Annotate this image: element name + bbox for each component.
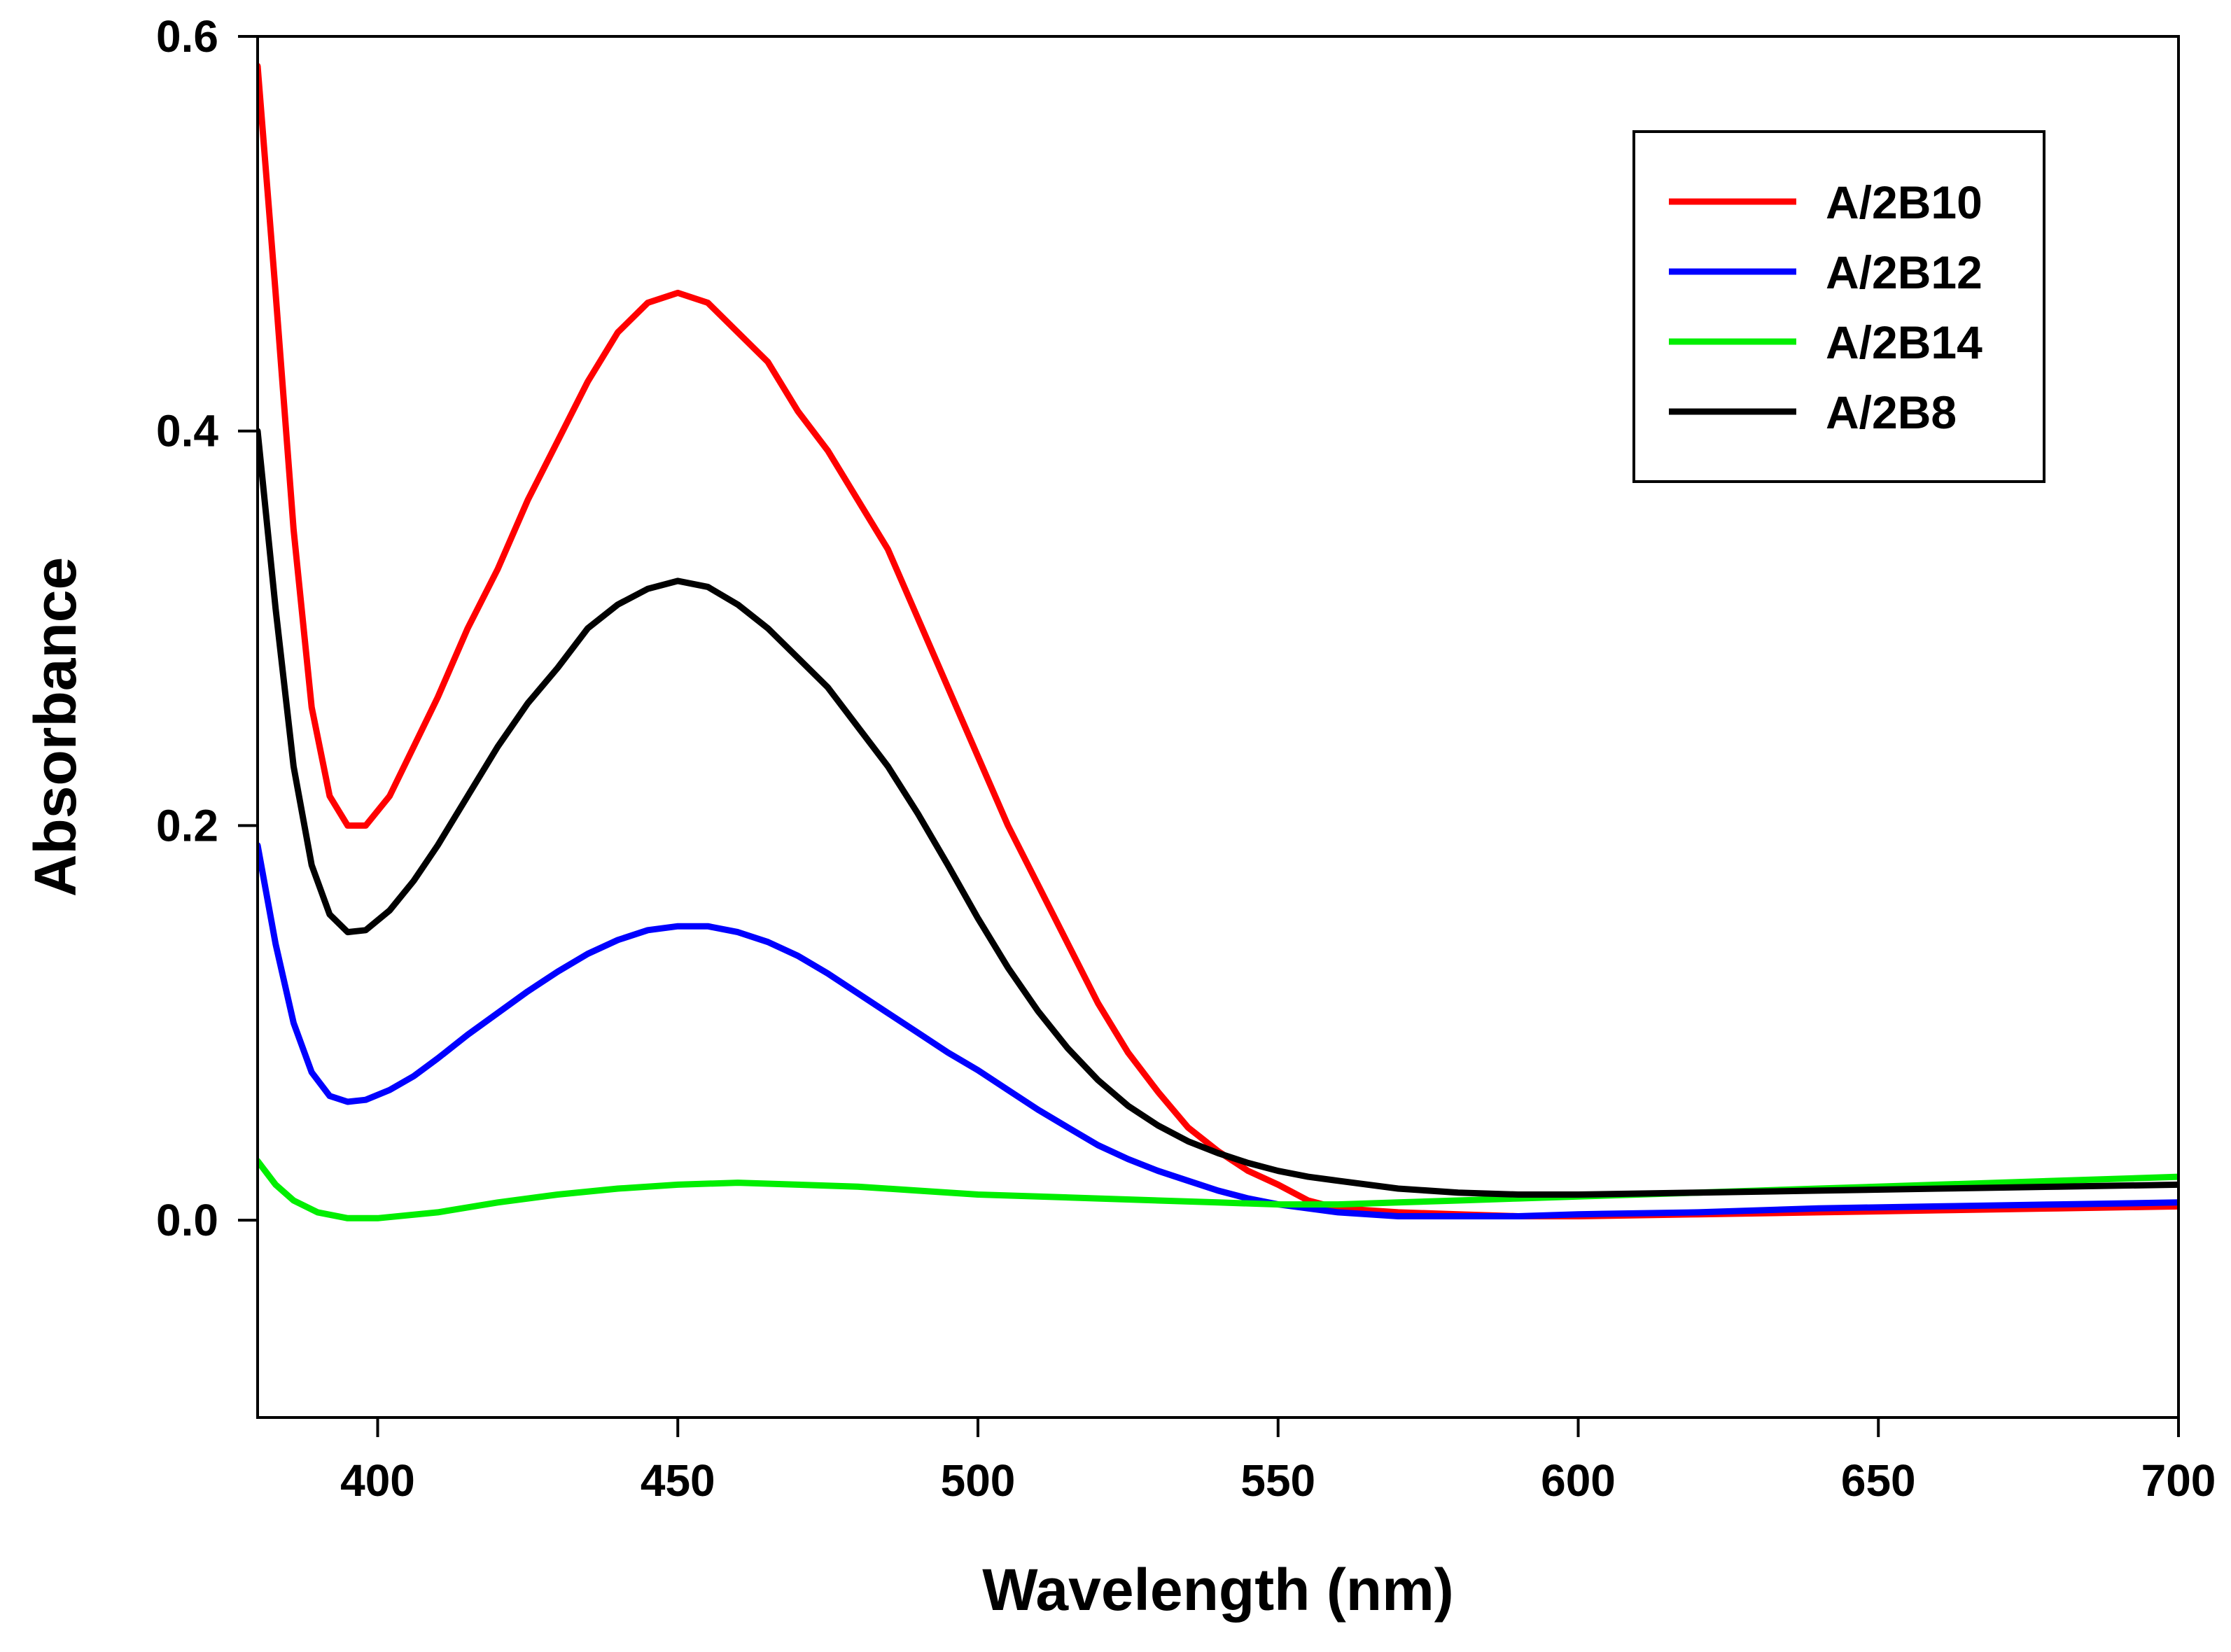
y-tick-label: 0.0 xyxy=(156,1195,218,1245)
axes: 400 450 500 550 600 650 700 0.0 0.2 0.4 0.6 Wavelen… xyxy=(22,11,2216,1623)
x-axis-title: Wavelength (nm) xyxy=(982,1557,1454,1623)
legend-label: A/2B8 xyxy=(1826,386,1957,438)
legend-box xyxy=(1632,130,2045,483)
plot-layer xyxy=(258,62,2178,1222)
x-tick-label: 700 xyxy=(2141,1455,2216,1506)
x-tick-label: 500 xyxy=(941,1455,1016,1506)
series-line-a-2b8 xyxy=(258,428,2178,1198)
x-tick-label: 550 xyxy=(1240,1455,1315,1506)
legend-label: A/2B14 xyxy=(1826,316,1982,368)
x-tick-label: 450 xyxy=(641,1455,715,1506)
legend-label: A/2B12 xyxy=(1826,246,1982,298)
x-tick-label: 400 xyxy=(340,1455,415,1506)
series-line-a-2b12 xyxy=(258,842,2178,1219)
legend-label: A/2B10 xyxy=(1826,176,1982,228)
x-tick-label: 600 xyxy=(1541,1455,1616,1506)
y-axis-title: Absorbance xyxy=(22,557,88,897)
legend: A/2B10 A/2B12 A/2B14 A/2B8 xyxy=(1632,130,2045,483)
y-tick-label: 0.2 xyxy=(156,800,218,850)
x-tick-label: 650 xyxy=(1841,1455,1916,1506)
plot-frame xyxy=(256,35,2180,1419)
y-tick-label: 0.6 xyxy=(156,11,218,62)
series-line-a-2b10 xyxy=(258,62,2178,1219)
y-tick-label: 0.4 xyxy=(156,406,218,456)
